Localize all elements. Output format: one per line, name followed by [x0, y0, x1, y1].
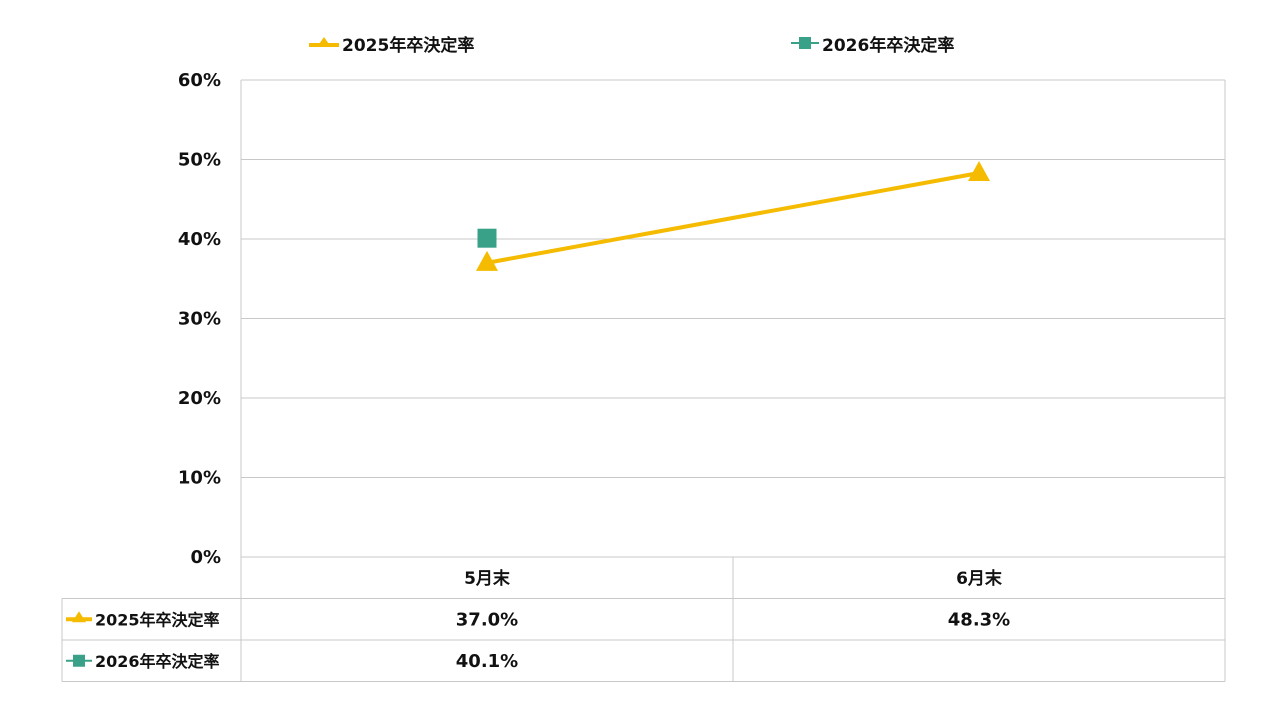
series-line: [486, 171, 980, 265]
legend-label-2025: 2025年卒決定率: [342, 35, 475, 56]
x-category-label: 5月末: [464, 568, 511, 589]
y-tick-label: 40%: [178, 229, 221, 250]
legend-item-2025: 2025年卒決定率: [308, 30, 474, 56]
y-tick-label: 0%: [190, 547, 221, 568]
table-row-label: 2026年卒決定率: [95, 652, 220, 671]
legend-square-marker-icon: [791, 37, 819, 49]
data-point-triangle: [968, 161, 990, 182]
row-key-square-icon: [73, 654, 85, 667]
table-cell-value: 40.1%: [456, 651, 518, 672]
legend-item-2026: 2026年卒決定率: [790, 30, 954, 56]
x-category-label: 6月末: [956, 568, 1003, 589]
row-key-triangle-icon: [72, 611, 86, 623]
legend-triangle-marker-icon: [309, 37, 339, 47]
data-point-square: [477, 228, 497, 248]
y-tick-label: 20%: [178, 388, 221, 409]
y-tick-label: 50%: [178, 150, 221, 171]
table-cell-value: 48.3%: [948, 609, 1010, 630]
legend-label-2026: 2026年卒決定率: [822, 35, 955, 56]
y-tick-label: 10%: [178, 468, 221, 489]
y-tick-label: 30%: [178, 309, 221, 330]
table-row-label: 2025年卒決定率: [95, 610, 220, 629]
y-tick-label: 60%: [178, 70, 221, 91]
data-point-triangle: [476, 250, 498, 271]
table-cell-value: 37.0%: [456, 609, 518, 630]
